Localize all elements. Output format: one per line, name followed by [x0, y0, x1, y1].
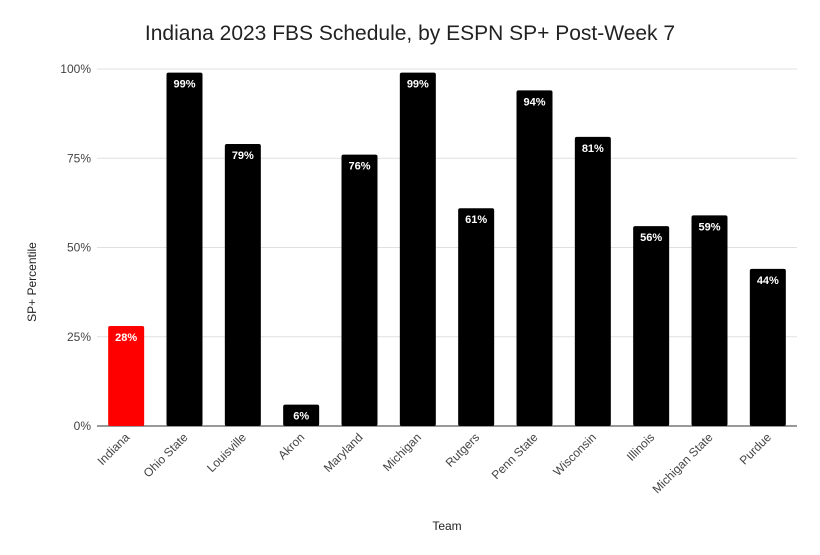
y-axis-ticks: 0% 25% 50% 75% 100% — [60, 62, 91, 433]
x-tick-label: Penn State — [489, 430, 541, 482]
data-label: 6% — [293, 411, 309, 423]
data-label: 94% — [523, 96, 545, 108]
data-labels: 28% 99% 79% 6% 76% 99% 61% 94% 81% 56% 59% 44% — [115, 79, 779, 423]
data-label: 61% — [465, 214, 487, 226]
x-tick-label: Rutgers — [443, 430, 483, 470]
bar — [633, 226, 670, 426]
x-tick-label: Ohio State — [141, 430, 191, 480]
y-tick-label: 50% — [67, 241, 91, 255]
bar — [224, 143, 261, 426]
data-label: 99% — [173, 79, 195, 91]
bar — [108, 326, 145, 426]
x-tick-label: Maryland — [321, 430, 366, 475]
bar — [166, 72, 203, 426]
bar — [399, 72, 436, 426]
y-tick-label: 25% — [67, 330, 91, 344]
bar — [341, 154, 378, 426]
bar — [458, 208, 495, 426]
data-label: 79% — [232, 150, 254, 162]
x-axis-ticks: Indiana Ohio State Louisville Akron Maryland… — [95, 430, 775, 496]
x-tick-label: Illinois — [624, 430, 657, 463]
x-tick-label: Indiana — [95, 430, 133, 468]
bar — [283, 404, 320, 426]
x-tick-label: Akron — [275, 430, 307, 462]
x-tick-label: Wisconsin — [550, 430, 599, 479]
data-label: 56% — [640, 232, 662, 244]
data-label: 99% — [407, 79, 429, 91]
y-axis-title: SP+ Percentile — [25, 242, 39, 322]
x-tick-label: Michigan — [380, 430, 424, 474]
data-label: 59% — [698, 221, 720, 233]
x-axis-title: Team — [432, 519, 461, 533]
y-tick-label: 100% — [60, 62, 91, 76]
bar — [691, 215, 728, 426]
bars — [108, 72, 786, 427]
data-label: 81% — [582, 143, 604, 155]
bar — [574, 136, 611, 426]
bar — [749, 268, 786, 426]
x-tick-label: Purdue — [737, 430, 774, 467]
y-tick-label: 0% — [74, 419, 92, 433]
y-tick-label: 75% — [67, 151, 91, 165]
chart-title: Indiana 2023 FBS Schedule, by ESPN SP+ P… — [145, 22, 675, 45]
data-label: 76% — [348, 161, 370, 173]
x-tick-label: Michigan State — [650, 430, 716, 496]
gridlines — [97, 68, 797, 427]
bar — [516, 90, 553, 427]
data-label: 44% — [757, 275, 779, 287]
data-label: 28% — [115, 332, 137, 344]
x-tick-label: Louisville — [204, 430, 249, 475]
